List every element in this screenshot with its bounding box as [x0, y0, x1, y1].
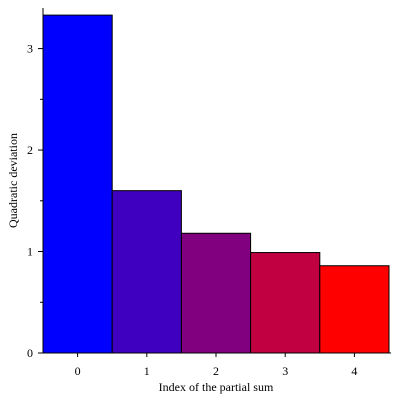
y-tick-label: 2	[27, 143, 33, 157]
x-axis-title: Index of the partial sum	[159, 380, 274, 394]
bars-layer	[42, 14, 390, 354]
y-tick-label: 3	[27, 42, 33, 56]
x-tick-label: 2	[213, 364, 219, 378]
axes-layer	[42, 8, 391, 354]
bar-3	[250, 252, 321, 354]
x-tick-label: 1	[144, 364, 150, 378]
x-ticks: 0 1 2 3 4	[75, 353, 357, 378]
y-axis-title: Quadratic deviation	[6, 133, 20, 228]
bar-2	[180, 232, 252, 354]
x-tick-label: 0	[75, 364, 81, 378]
bar-4	[319, 265, 390, 354]
x-tick-label: 4	[351, 364, 357, 378]
y-ticks: 0 1 2 3	[27, 42, 43, 360]
bar-0	[42, 14, 113, 354]
bar-1	[111, 190, 182, 354]
y-tick-label: 0	[27, 346, 33, 360]
y-tick-label: 1	[27, 245, 33, 259]
x-tick-label: 3	[282, 364, 288, 378]
